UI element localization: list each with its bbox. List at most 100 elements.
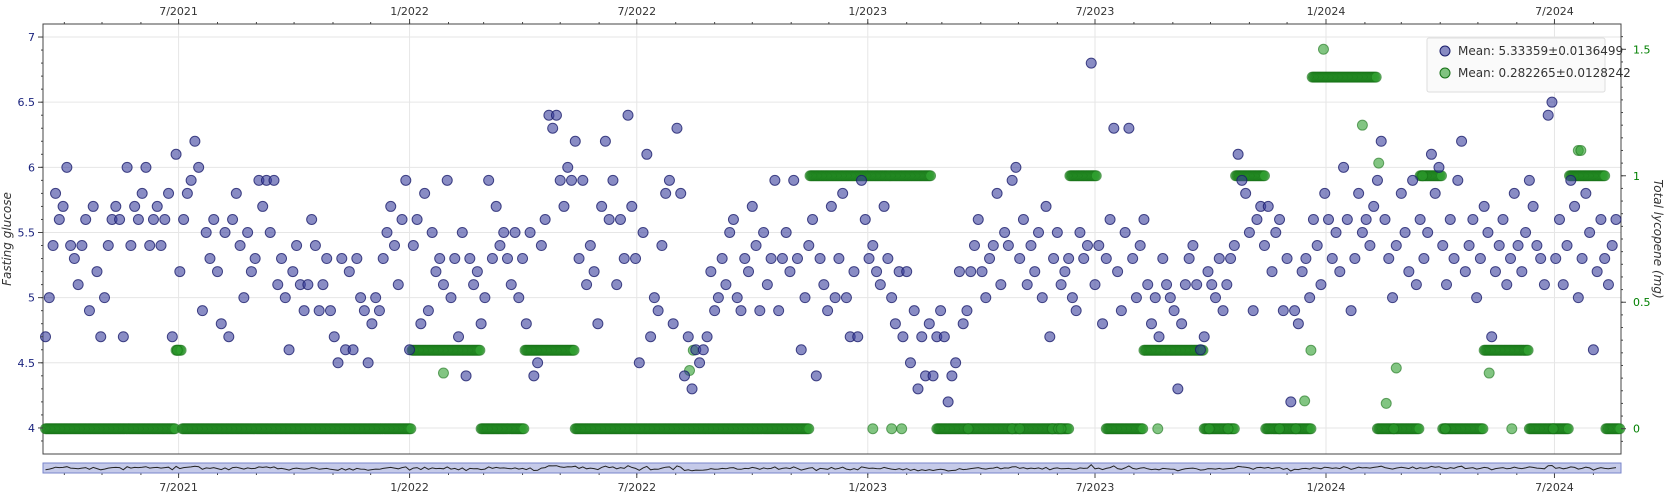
y-left-tick-label: 4.5 — [18, 357, 36, 370]
glucose-point — [1093, 240, 1105, 252]
glucose-point — [1553, 213, 1565, 225]
glucose-point — [1289, 305, 1301, 317]
glucose-point — [1002, 240, 1014, 252]
glucose-point — [1025, 240, 1037, 252]
glucose-point — [863, 253, 875, 265]
glucose-point — [419, 187, 431, 199]
glucose-point — [125, 240, 137, 252]
glucose-point — [163, 187, 175, 199]
series-lycopene — [40, 43, 1626, 435]
glucose-point — [272, 279, 284, 291]
lycopene-point — [568, 344, 580, 356]
glucose-point — [57, 200, 69, 212]
glucose-point — [1142, 279, 1154, 291]
glucose-point — [652, 305, 664, 317]
glucose-point — [1471, 292, 1483, 304]
range-navigator[interactable] — [42, 462, 1622, 474]
glucose-point — [1251, 213, 1263, 225]
lycopene-point — [803, 423, 815, 435]
glucose-point — [283, 344, 295, 356]
glucose-point — [196, 305, 208, 317]
glucose-point — [324, 305, 336, 317]
glucose-point — [539, 213, 551, 225]
glucose-point — [1138, 213, 1150, 225]
glucose-point — [1232, 148, 1244, 160]
glucose-point — [682, 331, 694, 343]
glucose-point — [1017, 213, 1029, 225]
glucose-point — [961, 305, 973, 317]
lycopene-point — [1575, 144, 1587, 156]
lycopene-point — [1417, 170, 1429, 182]
lycopene-point — [1258, 170, 1270, 182]
glucose-point — [761, 279, 773, 291]
glucose-point — [611, 279, 623, 291]
glucose-point — [1353, 187, 1365, 199]
glucose-point — [68, 253, 80, 265]
glucose-point — [856, 174, 868, 186]
x-top-tick-label: 7/2023 — [1076, 5, 1115, 18]
glucose-point — [490, 200, 502, 212]
glucose-point — [445, 292, 457, 304]
glucose-point — [724, 226, 736, 238]
lycopene-point — [171, 344, 183, 356]
glucose-point — [1153, 331, 1165, 343]
glucose-point — [110, 200, 122, 212]
glucose-point — [279, 292, 291, 304]
glucose-point — [818, 279, 830, 291]
glucose-point — [306, 213, 318, 225]
glucose-point — [426, 226, 438, 238]
glucose-point — [599, 135, 611, 147]
glucose-point — [871, 266, 883, 278]
glucose-point — [501, 253, 513, 265]
glucose-point — [1100, 253, 1112, 265]
glucose-point — [1040, 200, 1052, 212]
glucose-point — [373, 305, 385, 317]
glucose-point — [1383, 253, 1395, 265]
glucose-point — [453, 331, 465, 343]
glucose-point — [1274, 213, 1286, 225]
glucose-point — [1161, 279, 1173, 291]
glucose-point — [848, 266, 860, 278]
glucose-point — [456, 226, 468, 238]
glucose-point — [483, 174, 495, 186]
glucose-point — [1021, 279, 1033, 291]
glucose-point — [321, 253, 333, 265]
glucose-point — [671, 122, 683, 134]
lycopene-point — [1137, 423, 1149, 435]
glucose-point — [581, 279, 593, 291]
glucose-point — [215, 318, 227, 330]
glucose-point — [735, 305, 747, 317]
glucose-point — [731, 292, 743, 304]
glucose-point — [422, 305, 434, 317]
series-glucose — [40, 57, 1622, 408]
glucose-point — [40, 331, 52, 343]
glucose-point — [837, 187, 849, 199]
glucose-point — [968, 240, 980, 252]
glucose-point — [1296, 266, 1308, 278]
glucose-point — [946, 370, 958, 382]
glucose-point — [155, 240, 167, 252]
glucose-point — [886, 292, 898, 304]
glucose-point — [1145, 318, 1157, 330]
glucose-point — [80, 213, 92, 225]
glucose-point — [874, 279, 886, 291]
glucose-point — [897, 331, 909, 343]
glucose-point — [573, 253, 585, 265]
y-left-tick-label: 4 — [28, 422, 35, 435]
x-bottom-tick-label: 7/2022 — [617, 481, 656, 494]
glucose-point — [807, 213, 819, 225]
glucose-point — [276, 253, 288, 265]
x-top-tick-label: 1/2023 — [848, 5, 887, 18]
glucose-point — [1172, 383, 1184, 395]
glucose-point — [980, 292, 992, 304]
y-right-tick-label: 1.5 — [1633, 43, 1651, 56]
glucose-point — [1300, 253, 1312, 265]
glucose-point — [1085, 57, 1097, 69]
glucose-point — [1236, 174, 1248, 186]
glucose-point — [1048, 253, 1060, 265]
legend-marker-lycopene — [1439, 67, 1451, 79]
glucose-point — [1191, 279, 1203, 291]
glucose-point — [535, 240, 547, 252]
